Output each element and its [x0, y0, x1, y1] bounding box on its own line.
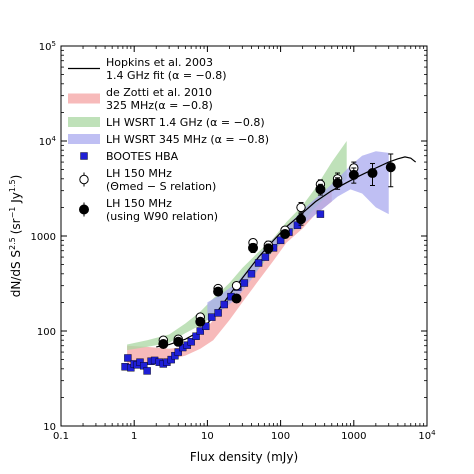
- lh150-filled-point: [231, 293, 242, 304]
- legend-label-lh150filled: LH 150 MHz: [106, 197, 172, 210]
- bootes-point: [240, 279, 249, 287]
- bootes-point: [220, 300, 228, 309]
- lh150-filled-point: [280, 228, 291, 239]
- legend-label-wsrt14: LH WSRT 1.4 GHz (α = −0.8): [106, 116, 265, 129]
- bootes-point: [214, 309, 222, 317]
- lh150-open-point: [296, 202, 306, 213]
- x-tick-label: 104: [418, 429, 436, 442]
- legend-swatch-wsrt345: [68, 134, 100, 144]
- x-tick-label-base: 10: [418, 431, 431, 442]
- bootes-point: [143, 367, 151, 375]
- lh150-filled-point: [296, 214, 307, 225]
- legend-label-lh150filled: (using W90 relation): [106, 210, 218, 223]
- bootes-point: [192, 332, 200, 340]
- x-tick-label-sup: 4: [431, 429, 436, 437]
- y-tick-label-sup: 4: [52, 135, 57, 143]
- bootes-point: [316, 210, 325, 218]
- legend-label-hopkins: Hopkins et al. 2003: [106, 56, 213, 69]
- y-tick-label-base: 10: [39, 137, 52, 148]
- bootes-point: [247, 270, 256, 278]
- bootes-point: [187, 338, 195, 346]
- legend-label-dezotti: de Zotti et al. 2010: [106, 86, 212, 99]
- legend-swatch-lh150filled: [79, 204, 89, 215]
- lh150-filled-point: [195, 316, 206, 327]
- y-axis-title-unit: (sr: [9, 218, 23, 234]
- legend-swatch-bootes: [80, 152, 88, 160]
- bootes-point: [261, 253, 270, 261]
- x-axis-title: Flux density (mJy): [190, 450, 298, 464]
- bootes-point: [124, 354, 132, 362]
- legend-label-wsrt345: LH WSRT 345 MHz (α = −0.8): [106, 133, 269, 146]
- x-tick-label-base: 0.1: [53, 431, 69, 442]
- lh150-filled-point: [213, 286, 224, 297]
- y-axis-title-unit-sup1: −1: [8, 207, 17, 219]
- bootes-point: [167, 355, 175, 364]
- y-tick-label-base: 10: [43, 422, 56, 433]
- y-tick-label-base: 1000: [31, 232, 56, 243]
- bootes-point: [254, 259, 263, 267]
- lh150-filled-point: [348, 169, 359, 180]
- legend-label-dezotti: 325 MHz(α = −0.8): [106, 99, 213, 112]
- x-tick-label-base: 10: [201, 431, 214, 442]
- y-axis-title-main: dN/dS S: [9, 250, 23, 297]
- lh150-filled-point: [173, 336, 184, 347]
- bootes-point: [196, 327, 205, 335]
- y-axis-title: dN/dS S2.5 (sr−1 Jy1.5): [8, 175, 23, 298]
- legend-label-lh150open: (Θmed − S relation): [106, 180, 216, 193]
- lh150-filled-point: [385, 162, 396, 173]
- y-axis-title-sup: 2.5: [8, 237, 17, 250]
- lh150-filled-point: [332, 178, 343, 189]
- point-layer: [121, 153, 396, 375]
- legend-label-hopkins: 1.4 GHz fit (α = −0.8): [106, 69, 227, 82]
- legend-swatch-wsrt14: [68, 117, 100, 127]
- y-tick-label: 105: [39, 40, 56, 53]
- y-tick-label-sup: 5: [52, 40, 56, 48]
- x-tick-label-base: 100: [271, 431, 290, 442]
- x-tick-label-base: 1000: [341, 431, 366, 442]
- x-tick-label: 0.1: [53, 431, 69, 442]
- x-tick-label-base: 1: [131, 431, 137, 442]
- lh150-filled-point: [315, 184, 326, 195]
- lh150-filled-point: [158, 338, 169, 349]
- bootes-point: [174, 348, 182, 356]
- y-tick-label: 10: [43, 422, 56, 433]
- y-axis-title-unit-sup2: 1.5: [8, 179, 17, 192]
- y-tick-label: 1000: [31, 232, 56, 243]
- lh150-filled-point: [248, 242, 259, 253]
- y-tick-label: 100: [37, 327, 56, 338]
- y-axis-title-unit-mid: Jy: [9, 192, 23, 206]
- x-tick-label: 1000: [341, 431, 366, 442]
- lh150-filled-point: [263, 243, 274, 254]
- lh150-open-point: [231, 280, 242, 291]
- x-tick-label: 1: [131, 431, 137, 442]
- bootes-point: [208, 313, 216, 321]
- legend-swatch-lh150open: [79, 174, 89, 185]
- x-tick-label: 100: [271, 431, 290, 442]
- bootes-point: [276, 236, 285, 245]
- x-tick-label: 10: [201, 431, 214, 442]
- y-tick-label-base: 100: [37, 327, 56, 338]
- legend-label-bootes: BOOTES HBA: [106, 150, 179, 163]
- y-axis-title-unit-close: ): [9, 175, 23, 180]
- y-tick-label-base: 10: [39, 42, 52, 53]
- y-tick-label: 104: [39, 135, 57, 148]
- lh150-filled-point: [367, 168, 378, 179]
- legend-swatch-dezotti: [68, 93, 100, 104]
- legend-label-lh150open: LH 150 MHz: [106, 167, 172, 180]
